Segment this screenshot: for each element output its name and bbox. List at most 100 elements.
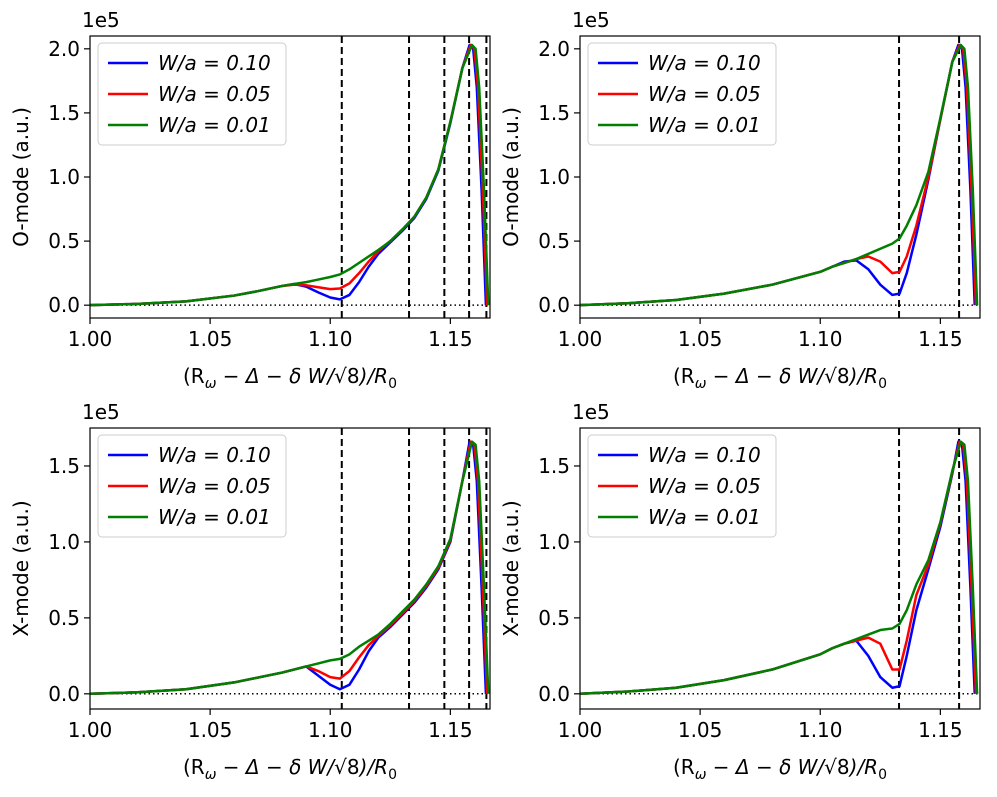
x-axis-label-part: )/R [848, 364, 878, 388]
x-axis-label-part: (R [673, 364, 695, 388]
x-axis-label-part: ω [695, 767, 707, 783]
legend-label-3: W/a = 0.01 [648, 113, 761, 137]
legend-box [97, 434, 287, 538]
x-axis-label-part: √8 [334, 755, 359, 779]
x-axis-label: (Rω − Δ − δ W/√8)/R0 [183, 364, 397, 392]
legend-box [587, 42, 777, 146]
x-tick-label: 1.10 [798, 327, 843, 351]
x-tick-label: 1.15 [428, 327, 473, 351]
x-axis-label-part: ω [205, 376, 217, 392]
x-tick-label: 1.10 [308, 327, 353, 351]
legend-label-1: W/a = 0.10 [648, 443, 761, 467]
y-tick-label: 1.0 [538, 530, 570, 554]
y-tick-label: 1.5 [48, 101, 80, 125]
y-tick-label: 1.0 [538, 165, 570, 189]
x-axis-label-part: 0 [388, 767, 397, 783]
legend-label-2: W/a = 0.05 [648, 82, 761, 106]
legend-label-3: W/a = 0.01 [158, 113, 271, 137]
x-axis-label-part: − Δ − δ W/ [216, 364, 336, 388]
x-axis-label: (Rω − Δ − δ W/√8)/R0 [183, 755, 397, 783]
x-tick-label: 1.10 [798, 718, 843, 742]
x-axis-label-part: )/R [848, 755, 878, 779]
y-tick-label: 0.0 [48, 293, 80, 317]
x-axis-label: (Rω − Δ − δ W/√8)/R0 [673, 755, 887, 783]
x-tick-label: 1.00 [558, 327, 603, 351]
x-axis-label-part: (R [673, 755, 695, 779]
y-tick-label: 1.5 [538, 454, 570, 478]
series-line-3 [90, 440, 490, 696]
legend-label-3: W/a = 0.01 [648, 505, 761, 529]
y-tick-label: 1.5 [48, 454, 80, 478]
offset-text: 1e5 [82, 400, 120, 424]
chart-panel-3: 1.00 1.05 1.10 1.15 0.0 0.5 1.0 1.5 1e5 X-mode (a… [9, 400, 491, 783]
y-axis-label: O-mode (a.u.) [9, 107, 33, 247]
legend-label-2: W/a = 0.05 [158, 82, 271, 106]
offset-text: 1e5 [572, 8, 610, 32]
x-axis-label-part: √8 [824, 755, 849, 779]
series-line-3 [580, 43, 979, 307]
x-axis-label-part: ω [205, 767, 217, 783]
legend: W/a = 0.10 W/a = 0.05 W/a = 0.01 [97, 434, 287, 538]
legend-label-1: W/a = 0.10 [158, 51, 271, 75]
y-tick-label: 2.0 [538, 37, 570, 61]
legend-label-2: W/a = 0.05 [648, 474, 761, 498]
y-axis-label: O-mode (a.u.) [499, 107, 523, 247]
y-tick-label: 0.5 [48, 229, 80, 253]
y-axis-label: X-mode (a.u.) [9, 500, 33, 636]
y-tick-label: 0.0 [538, 293, 570, 317]
x-axis-label-part: 0 [388, 376, 397, 392]
x-axis-label-part: (R [183, 755, 205, 779]
x-tick-label: 1.10 [308, 718, 353, 742]
legend: W/a = 0.10 W/a = 0.05 W/a = 0.01 [97, 42, 287, 146]
axes-frame [89, 427, 491, 710]
x-tick-label: 1.05 [678, 718, 723, 742]
chart-panel-4: 1.00 1.05 1.10 1.15 0.0 0.5 1.0 1.5 1e5 X-mode (a… [499, 400, 981, 783]
x-tick-label: 1.00 [68, 327, 113, 351]
x-tick-label: 1.00 [558, 718, 603, 742]
x-axis-label-part: )/R [358, 364, 388, 388]
legend-label-2: W/a = 0.05 [158, 474, 271, 498]
x-tick-label: 1.05 [188, 718, 233, 742]
x-tick-label: 1.05 [188, 327, 233, 351]
legend-label-3: W/a = 0.01 [158, 505, 271, 529]
x-axis-label-part: 0 [878, 376, 887, 392]
x-tick-label: 1.15 [428, 718, 473, 742]
y-tick-label: 0.0 [48, 682, 80, 706]
x-axis-label-part: − Δ − δ W/ [216, 755, 336, 779]
legend-box [587, 434, 777, 538]
x-axis-label-part: √8 [334, 364, 359, 388]
x-axis-label-part: − Δ − δ W/ [706, 364, 826, 388]
x-axis-label-part: − Δ − δ W/ [706, 755, 826, 779]
legend-label-1: W/a = 0.10 [648, 51, 761, 75]
series-line-3 [580, 440, 979, 696]
x-tick-label: 1.05 [678, 327, 723, 351]
x-axis-label-part: (R [183, 364, 205, 388]
x-axis-label-part: 0 [878, 767, 887, 783]
y-tick-label: 0.5 [538, 229, 570, 253]
x-tick-label: 1.00 [68, 718, 113, 742]
x-axis-label-part: √8 [824, 364, 849, 388]
y-tick-label: 1.0 [48, 530, 80, 554]
series-line-3 [90, 43, 490, 307]
y-tick-label: 2.0 [48, 37, 80, 61]
y-tick-label: 0.5 [48, 606, 80, 630]
x-axis-label-part: ω [695, 376, 707, 392]
legend: W/a = 0.10 W/a = 0.05 W/a = 0.01 [587, 42, 777, 146]
y-tick-label: 0.5 [538, 606, 570, 630]
offset-text: 1e5 [82, 8, 120, 32]
axes-frame [579, 427, 981, 710]
x-axis-label: (Rω − Δ − δ W/√8)/R0 [673, 364, 887, 392]
x-tick-label: 1.15 [918, 718, 963, 742]
legend-box [97, 42, 287, 146]
y-tick-label: 1.5 [538, 101, 570, 125]
y-tick-label: 0.0 [538, 682, 570, 706]
y-tick-label: 1.0 [48, 165, 80, 189]
x-tick-label: 1.15 [918, 327, 963, 351]
x-axis-label-part: )/R [358, 755, 388, 779]
legend-label-1: W/a = 0.10 [158, 443, 271, 467]
offset-text: 1e5 [572, 400, 610, 424]
legend: W/a = 0.10 W/a = 0.05 W/a = 0.01 [587, 434, 777, 538]
